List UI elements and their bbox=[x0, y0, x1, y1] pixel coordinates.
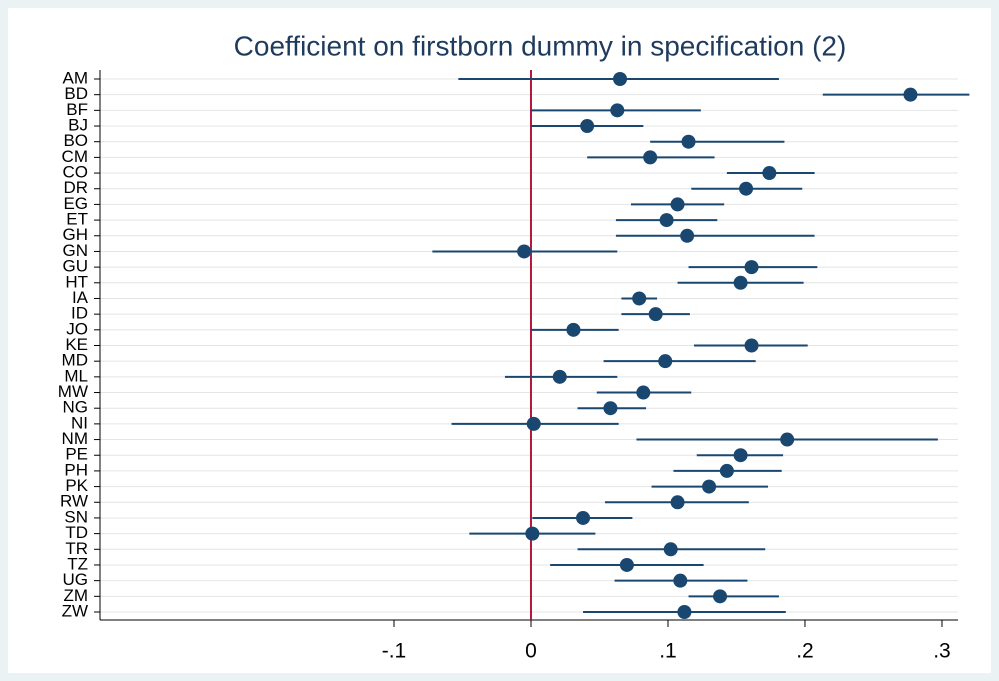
y-tick-label: ZW bbox=[62, 601, 88, 620]
point bbox=[659, 213, 674, 228]
y-tick-label: NG bbox=[63, 398, 89, 417]
y-tick-label: IA bbox=[72, 288, 89, 307]
point bbox=[576, 510, 591, 525]
point bbox=[603, 401, 618, 416]
y-tick-label: BD bbox=[64, 84, 88, 103]
point bbox=[636, 385, 651, 400]
point bbox=[713, 589, 728, 604]
point bbox=[719, 463, 734, 478]
y-tick-label: ET bbox=[66, 210, 88, 229]
point bbox=[673, 573, 688, 588]
y-tick-label: NM bbox=[62, 429, 88, 448]
point bbox=[648, 307, 663, 322]
point bbox=[903, 87, 918, 102]
y-tick-label: KE bbox=[65, 335, 88, 354]
y-tick-label: HT bbox=[65, 272, 88, 291]
point bbox=[526, 416, 541, 431]
point bbox=[658, 354, 673, 369]
y-tick-label: GN bbox=[63, 241, 89, 260]
y-tick-label: NI bbox=[71, 413, 88, 432]
y-tick-label: ID bbox=[71, 304, 88, 323]
point bbox=[702, 479, 717, 494]
y-tick-label: ZM bbox=[63, 586, 88, 605]
y-tick-label: BJ bbox=[68, 116, 88, 135]
y-tick-label: MW bbox=[58, 382, 88, 401]
y-tick-label: CO bbox=[63, 163, 89, 182]
y-tick-label: PH bbox=[64, 460, 88, 479]
point bbox=[632, 291, 647, 306]
y-tick-label: BO bbox=[63, 131, 88, 150]
point bbox=[643, 150, 658, 165]
point bbox=[780, 432, 795, 447]
y-tick-label: RW bbox=[60, 492, 88, 511]
point bbox=[517, 244, 532, 259]
point bbox=[580, 119, 595, 134]
y-tick-label: CM bbox=[62, 147, 88, 166]
y-tick-label: GU bbox=[63, 257, 89, 276]
point bbox=[670, 495, 685, 510]
chart-title: Coefficient on firstborn dummy in specif… bbox=[234, 30, 847, 61]
y-tick-label: DR bbox=[63, 178, 88, 197]
y-tick-label: TD bbox=[65, 523, 88, 542]
point bbox=[613, 72, 628, 86]
x-tick-label: .3 bbox=[933, 640, 951, 663]
point bbox=[744, 338, 759, 353]
point bbox=[744, 260, 759, 275]
y-tick-label: PK bbox=[65, 476, 88, 495]
x-tick-label: 0 bbox=[525, 640, 537, 663]
point bbox=[733, 448, 748, 463]
y-tick-label: MD bbox=[62, 351, 88, 370]
x-tick-label: -.1 bbox=[382, 640, 407, 663]
point bbox=[739, 181, 754, 196]
point bbox=[733, 275, 748, 290]
point bbox=[525, 526, 540, 541]
y-tick-label: BF bbox=[66, 100, 88, 119]
y-tick-label: PE bbox=[65, 445, 88, 464]
y-tick-label: TR bbox=[65, 539, 88, 558]
point bbox=[566, 322, 581, 337]
point bbox=[610, 103, 625, 118]
y-tick-label: UG bbox=[63, 570, 89, 589]
y-tick-label: AM bbox=[63, 68, 89, 87]
y-tick-label: SN bbox=[64, 507, 88, 526]
point bbox=[552, 369, 567, 384]
y-tick-label: TZ bbox=[67, 554, 88, 573]
point bbox=[670, 197, 685, 212]
point bbox=[680, 228, 695, 243]
y-tick-label: GH bbox=[63, 225, 89, 244]
x-tick-label: .2 bbox=[796, 640, 814, 663]
point bbox=[677, 605, 692, 619]
y-tick-label: JO bbox=[66, 319, 88, 338]
y-tick-label: ML bbox=[64, 366, 88, 385]
plot-background bbox=[8, 8, 991, 673]
y-tick-label: EG bbox=[63, 194, 88, 213]
point bbox=[681, 134, 696, 149]
x-tick-label: .1 bbox=[659, 640, 677, 663]
point bbox=[663, 542, 678, 557]
point bbox=[619, 557, 634, 572]
point bbox=[762, 166, 777, 181]
